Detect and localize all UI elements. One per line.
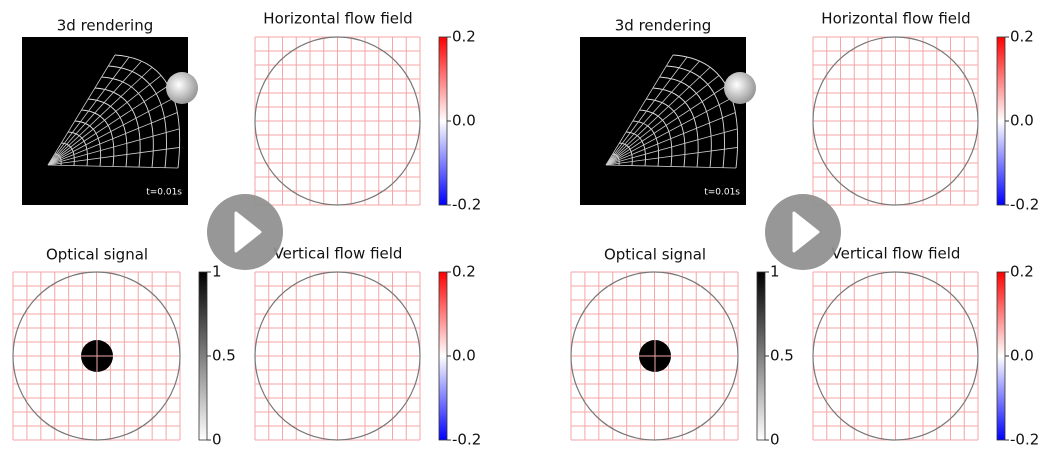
boundary bbox=[812, 271, 979, 441]
mesh-line bbox=[605, 54, 674, 166]
mesh-line bbox=[605, 75, 720, 166]
colorbar-label: 0.2 bbox=[1010, 263, 1034, 281]
colorbar-label: -0.2 bbox=[452, 196, 481, 214]
mesh-line bbox=[605, 56, 688, 166]
colorbar-label: 0.0 bbox=[1010, 112, 1034, 130]
sphere bbox=[724, 72, 756, 104]
colorbar-label: -0.2 bbox=[1010, 431, 1039, 449]
colorbar bbox=[756, 271, 766, 441]
colorbar-label: 0.2 bbox=[1010, 28, 1034, 46]
mesh-line bbox=[47, 56, 130, 166]
colorbar-label: 0.0 bbox=[452, 112, 476, 130]
colorbar-label: 0.5 bbox=[212, 347, 236, 365]
mesh-line bbox=[47, 147, 180, 166]
mesh-line bbox=[47, 85, 169, 166]
mesh-line bbox=[605, 66, 711, 166]
mesh-line bbox=[47, 60, 142, 166]
timestamp: t=0.01s bbox=[704, 188, 740, 198]
panel-title: Vertical flow field bbox=[274, 245, 403, 263]
mesh-line bbox=[605, 60, 700, 166]
panel-title: 3d rendering bbox=[57, 17, 154, 35]
colorbar-label: 0 bbox=[212, 431, 222, 449]
boundary bbox=[812, 36, 979, 206]
colorbar-label: 0.5 bbox=[770, 347, 794, 365]
colorbar bbox=[198, 271, 208, 441]
panel-title: Horizontal flow field bbox=[263, 10, 412, 28]
panel-title: Optical signal bbox=[46, 246, 148, 264]
panel-title: Vertical flow field bbox=[832, 245, 961, 263]
mesh-line bbox=[47, 54, 116, 166]
mesh-line bbox=[47, 97, 174, 166]
play-icon bbox=[234, 211, 262, 253]
colorbar-label: -0.2 bbox=[452, 431, 481, 449]
mesh-line bbox=[47, 164, 179, 169]
colorbar-label: -0.2 bbox=[1010, 196, 1039, 214]
panel-title: 3d rendering bbox=[615, 17, 712, 35]
mesh-line bbox=[605, 128, 738, 166]
colorbar-label: 1 bbox=[770, 263, 780, 281]
play-button[interactable] bbox=[765, 194, 841, 270]
colorbar-label: 0.0 bbox=[1010, 347, 1034, 365]
colorbar bbox=[996, 36, 1006, 206]
mesh-line bbox=[605, 164, 737, 169]
video-thumbnail: 3d rendering t=0.01s Horizontal flow field… bbox=[12, 10, 481, 449]
mesh-line bbox=[47, 66, 153, 166]
mesh-line bbox=[47, 75, 162, 166]
play-button[interactable] bbox=[207, 194, 283, 270]
mesh-line bbox=[47, 128, 180, 166]
colorbar bbox=[438, 36, 448, 206]
mesh-line bbox=[605, 97, 732, 166]
panel-title: Optical signal bbox=[604, 246, 706, 264]
mesh-line bbox=[605, 85, 727, 166]
sphere bbox=[166, 72, 198, 104]
boundary bbox=[254, 36, 421, 206]
colorbar-label: 0.2 bbox=[452, 263, 476, 281]
colorbar-label: 1 bbox=[212, 263, 222, 281]
timestamp: t=0.01s bbox=[146, 188, 182, 198]
colorbar bbox=[438, 271, 448, 441]
colorbar-label: 0.0 bbox=[452, 347, 476, 365]
mesh-line bbox=[605, 147, 738, 166]
panel-title: Horizontal flow field bbox=[821, 10, 970, 28]
mesh-line bbox=[605, 112, 736, 166]
mesh-line bbox=[47, 112, 178, 166]
colorbar-label: 0 bbox=[770, 431, 780, 449]
colorbar bbox=[996, 271, 1006, 441]
boundary bbox=[12, 271, 181, 441]
boundary bbox=[570, 271, 739, 441]
play-icon bbox=[792, 211, 820, 253]
colorbar-label: 0.2 bbox=[452, 28, 476, 46]
boundary bbox=[254, 271, 421, 441]
video-thumbnail: 3d rendering t=0.01s Horizontal flow field… bbox=[570, 10, 1039, 449]
